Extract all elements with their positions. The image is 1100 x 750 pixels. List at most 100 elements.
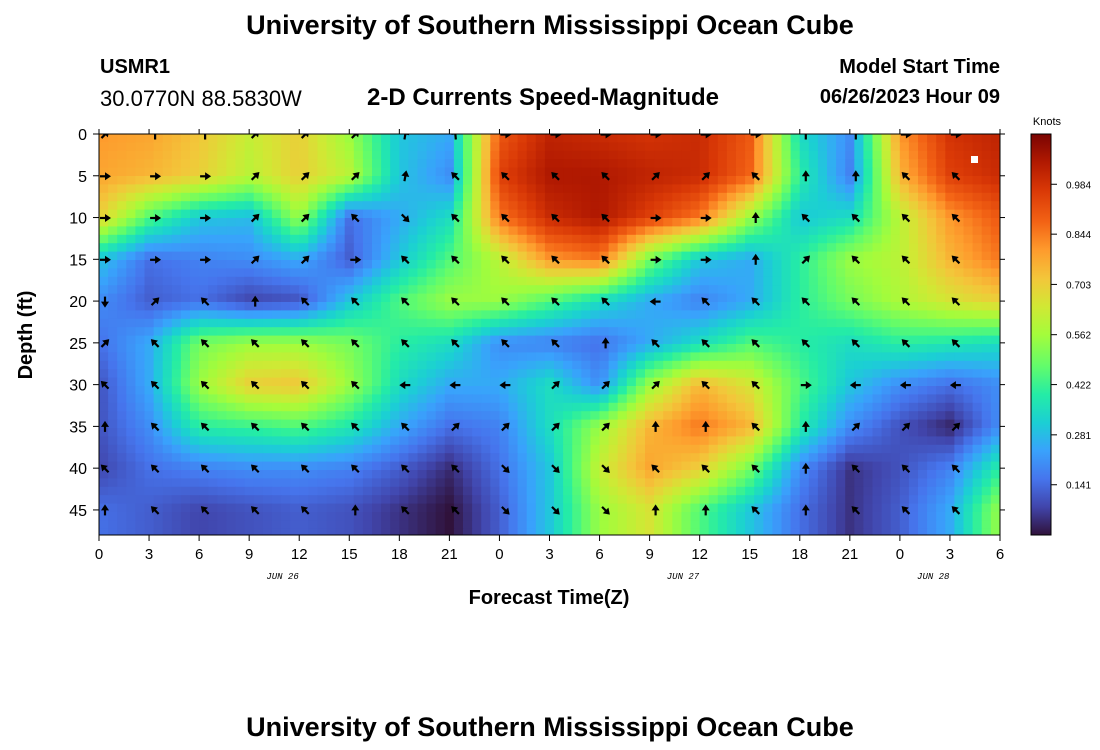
heat-cell	[672, 134, 682, 143]
heat-cell	[171, 503, 182, 513]
heat-cell	[554, 293, 564, 303]
heat-cell	[535, 327, 546, 337]
heat-cell	[244, 369, 255, 379]
heat-cell	[554, 503, 564, 513]
heat-cell	[817, 209, 828, 219]
heat-cell	[135, 302, 146, 311]
heat-cell	[217, 218, 227, 227]
heat-cell	[754, 176, 764, 185]
heat-cell	[726, 495, 737, 505]
heat-cell	[872, 503, 883, 513]
heat-cell	[226, 218, 237, 227]
heat-cell	[281, 360, 291, 370]
heat-cell	[435, 134, 446, 143]
heat-cell	[899, 251, 910, 261]
heat-cell	[899, 192, 910, 202]
heat-cell	[672, 444, 682, 454]
heat-cell	[117, 386, 127, 395]
heat-cell	[426, 134, 437, 143]
heat-cell	[326, 495, 337, 505]
heat-cell	[535, 486, 546, 496]
heat-cell	[335, 327, 346, 337]
heat-cell	[563, 251, 573, 261]
heat-cell	[262, 369, 273, 379]
heat-cell	[918, 327, 928, 337]
heat-cell	[190, 470, 200, 479]
heat-cell	[162, 470, 173, 479]
heat-cell	[290, 218, 300, 227]
heat-cell	[299, 167, 309, 177]
heat-cell	[781, 419, 792, 429]
heat-cell	[663, 260, 673, 269]
heat-cell	[817, 218, 828, 227]
heat-cell	[635, 369, 646, 379]
heat-cell	[927, 134, 937, 143]
heat-cell	[199, 318, 209, 328]
heat-cell	[408, 318, 419, 328]
heat-cell	[699, 310, 710, 320]
heat-cell	[481, 495, 491, 505]
heat-cell	[954, 335, 965, 345]
heat-cell	[572, 260, 582, 269]
heat-cell	[508, 386, 519, 395]
heat-cell	[908, 478, 919, 488]
heat-cell	[817, 192, 828, 202]
heat-cell	[508, 285, 519, 295]
heat-cell	[717, 234, 728, 244]
heat-cell	[836, 386, 846, 395]
heat-cell	[554, 209, 564, 219]
heat-cell	[972, 495, 983, 505]
heat-cell	[135, 293, 146, 303]
heat-cell	[927, 520, 937, 530]
heat-cell	[408, 369, 419, 379]
heat-cell	[508, 503, 519, 513]
heat-cell	[736, 419, 746, 429]
heat-cell	[836, 360, 846, 370]
heat-cell	[736, 293, 746, 303]
heat-cell	[881, 302, 892, 311]
heat-cell	[563, 411, 573, 421]
heat-cell	[863, 478, 874, 488]
heat-cell	[836, 142, 846, 152]
heat-cell	[872, 520, 883, 530]
heat-cell	[508, 352, 519, 362]
heat-cell	[353, 276, 364, 286]
heat-cell	[836, 377, 846, 387]
heat-cell	[353, 209, 364, 219]
heat-cell	[899, 386, 910, 395]
heat-cell	[426, 218, 437, 227]
heat-cell	[435, 192, 446, 202]
heat-cell	[572, 512, 582, 521]
heat-cell	[362, 495, 373, 505]
heat-cell	[199, 453, 209, 463]
heat-cell	[353, 226, 364, 236]
heat-cell	[362, 150, 373, 160]
heat-cell	[608, 184, 619, 194]
heat-cell	[799, 478, 810, 488]
heat-cell	[153, 461, 164, 471]
heat-cell	[253, 520, 264, 530]
heat-cell	[936, 352, 946, 362]
heat-cell	[990, 243, 1000, 253]
heat-cell	[581, 134, 591, 143]
heat-cell	[472, 142, 482, 152]
heat-cell	[681, 285, 692, 295]
heat-cell	[326, 369, 337, 379]
heat-cell	[772, 386, 783, 395]
heat-cell	[745, 276, 755, 286]
heat-cell	[235, 268, 246, 278]
heat-cell	[408, 478, 419, 488]
heat-cell	[362, 503, 373, 513]
heat-cell	[463, 428, 473, 437]
heat-cell	[872, 512, 883, 521]
heat-cell	[517, 436, 528, 446]
heat-cell	[808, 268, 819, 278]
heat-cell	[317, 453, 328, 463]
heat-cell	[972, 512, 983, 521]
heat-cell	[999, 201, 1000, 211]
heat-cell	[863, 243, 874, 253]
current-arrow	[451, 339, 460, 348]
heat-cell	[726, 377, 737, 387]
heat-cell	[963, 436, 974, 446]
heat-cell	[999, 453, 1000, 463]
